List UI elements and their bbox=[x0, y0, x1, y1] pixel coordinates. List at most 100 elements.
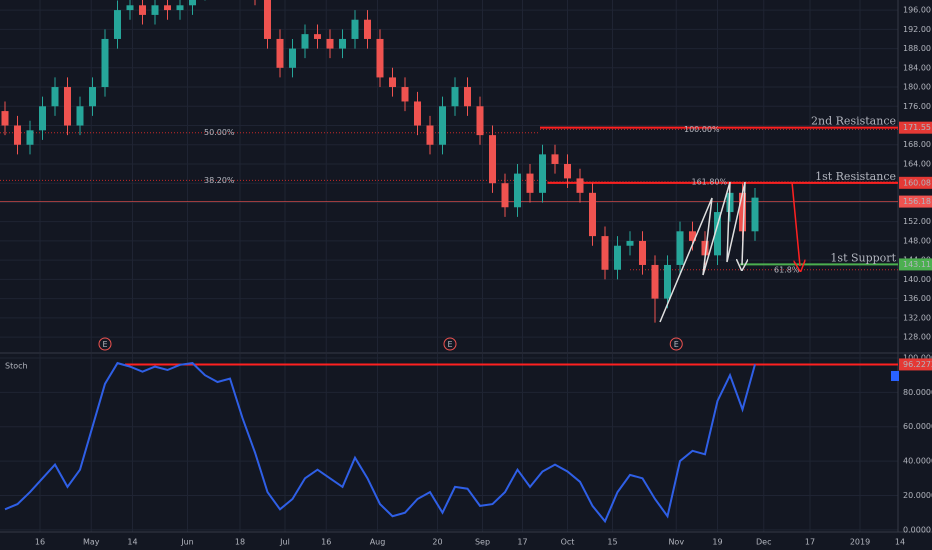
fib-label: 38.20% bbox=[204, 176, 235, 185]
fib-label: 50.00% bbox=[204, 128, 235, 137]
level-label: 2nd Resistance bbox=[811, 115, 896, 128]
candle-body bbox=[739, 192, 746, 232]
candle-body bbox=[276, 38, 284, 68]
y-tick-label: 188.00 bbox=[903, 44, 931, 53]
price-label: 171.55 bbox=[903, 123, 931, 132]
x-tick-label: Sep bbox=[475, 538, 490, 547]
candle-body bbox=[76, 106, 84, 126]
candle-body bbox=[339, 38, 346, 49]
candle-body bbox=[151, 5, 159, 15]
candle-body bbox=[464, 87, 471, 107]
x-tick-label: 19 bbox=[712, 538, 722, 547]
candle-body bbox=[89, 87, 96, 107]
candle-body bbox=[314, 34, 321, 39]
price-label-box bbox=[899, 121, 932, 134]
candle-body bbox=[101, 38, 109, 88]
y-tick-label: 192.00 bbox=[903, 25, 931, 34]
y-tick-label: 168.00 bbox=[903, 140, 931, 149]
price-label-box bbox=[899, 258, 932, 271]
candle-body bbox=[576, 178, 584, 193]
candle-body bbox=[701, 240, 709, 256]
x-tick-label: 2019 bbox=[850, 538, 870, 547]
y-tick-label: 164.00 bbox=[903, 159, 931, 168]
y-tick-label: 184.00 bbox=[903, 63, 931, 72]
candle-body bbox=[1, 111, 9, 126]
level-label: 1st Resistance bbox=[815, 170, 896, 183]
candle-body bbox=[414, 101, 421, 126]
candle-body bbox=[376, 38, 384, 78]
candle-body bbox=[176, 5, 184, 11]
indicator-title: Stoch bbox=[5, 362, 28, 371]
candle-body bbox=[301, 34, 309, 49]
x-tick-label: Nov bbox=[668, 538, 684, 547]
y-tick-label: 180.00 bbox=[903, 83, 931, 92]
x-tick-label: Dec bbox=[756, 538, 771, 547]
candle-body bbox=[589, 192, 596, 237]
candle-body bbox=[189, 0, 196, 6]
x-tick-label: Oct bbox=[561, 538, 575, 547]
candle-body bbox=[539, 154, 546, 193]
earnings-label: E bbox=[447, 340, 452, 349]
candle-body bbox=[289, 48, 296, 68]
candle-body bbox=[164, 5, 171, 11]
candle-body bbox=[651, 264, 659, 299]
price-label-box bbox=[899, 358, 932, 371]
candle-body bbox=[14, 125, 21, 145]
x-tick-label: 18 bbox=[235, 538, 245, 547]
candle-body bbox=[476, 106, 484, 136]
candle-body bbox=[426, 125, 434, 145]
y-tick-label: 152.00 bbox=[903, 217, 931, 226]
y-tick-label: 100.0000 bbox=[903, 353, 932, 362]
earnings-marker bbox=[443, 337, 457, 351]
price-label: 143.11 bbox=[903, 260, 931, 269]
x-tick-label: Jul bbox=[279, 538, 290, 547]
candle-body bbox=[51, 87, 59, 107]
y-tick-label: 196.00 bbox=[903, 6, 931, 15]
level-label: 1st Support bbox=[830, 251, 896, 264]
y-tick-label: 148.00 bbox=[903, 236, 931, 245]
candle-body bbox=[351, 19, 359, 39]
candle-body bbox=[514, 173, 521, 208]
y-tick-label: 140.00 bbox=[903, 275, 931, 284]
fib-label: 100.00% bbox=[684, 125, 720, 134]
candle-body bbox=[664, 264, 671, 299]
fib-label: 161.80% bbox=[692, 177, 728, 186]
y-tick-label: 0.0000 bbox=[903, 525, 931, 534]
y-tick-label: 136.00 bbox=[903, 294, 931, 303]
candle-body bbox=[626, 240, 634, 246]
y-tick-label: 20.0000 bbox=[903, 491, 932, 500]
candle-body bbox=[501, 183, 509, 208]
drawing-arrows bbox=[659, 181, 800, 323]
candle-body bbox=[389, 77, 396, 88]
candle-body bbox=[614, 245, 621, 270]
x-tick-label: 20 bbox=[432, 538, 442, 547]
candle-body bbox=[726, 192, 734, 213]
candle-body bbox=[126, 5, 134, 11]
price-label: 96.2272 bbox=[903, 360, 932, 369]
candle-body bbox=[364, 19, 371, 39]
target-arrow bbox=[791, 181, 800, 266]
y-tick-label: 132.00 bbox=[903, 313, 931, 322]
x-tick-label: 14 bbox=[127, 538, 137, 547]
y-tick-label: 40.0000 bbox=[903, 457, 932, 466]
candle-body bbox=[639, 240, 646, 265]
candle-body bbox=[751, 197, 759, 232]
indicator-badge bbox=[891, 371, 899, 381]
candle-body bbox=[601, 236, 609, 270]
x-tick-label: 17 bbox=[805, 538, 815, 547]
candle-body bbox=[551, 154, 559, 164]
price-label-box bbox=[899, 176, 932, 189]
x-tick-label: 16 bbox=[35, 538, 45, 547]
candle-body bbox=[676, 231, 684, 265]
x-tick-label: 15 bbox=[607, 538, 617, 547]
price-label: 156.18 bbox=[903, 197, 931, 206]
candle-body bbox=[264, 0, 271, 39]
stoch-line bbox=[4, 361, 756, 524]
y-tick-label: 80.0000 bbox=[903, 388, 932, 397]
zigzag-arrow bbox=[659, 181, 745, 323]
candle-body bbox=[489, 135, 496, 184]
candle-body bbox=[326, 38, 334, 49]
y-tick-label: 176.00 bbox=[903, 102, 931, 111]
